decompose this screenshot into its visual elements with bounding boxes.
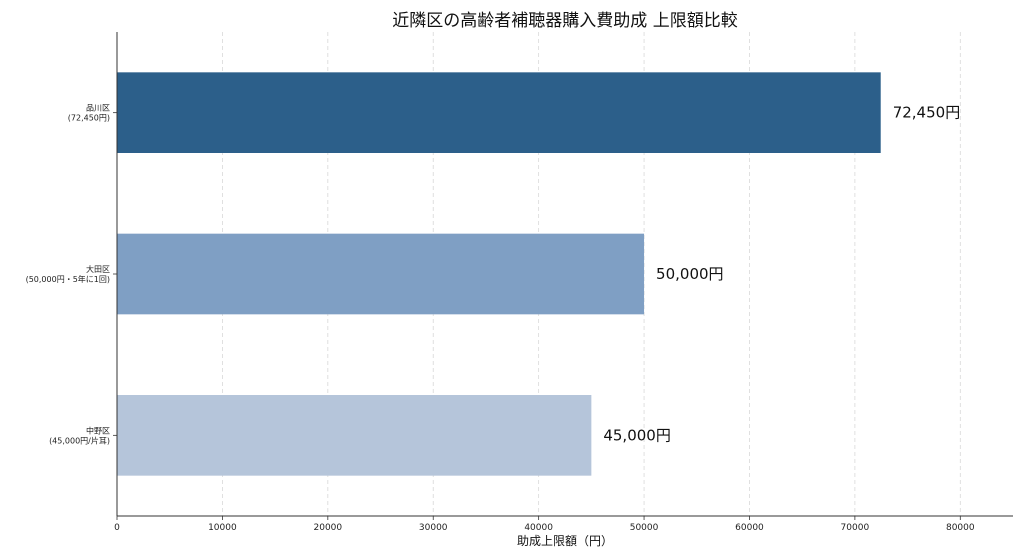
category-note: (45,000円/片耳)	[49, 435, 110, 445]
category-label: 中野区	[86, 425, 110, 435]
data-labels: 72,450円 50,000円 45,000円	[603, 104, 960, 445]
category-label: 大田区	[86, 264, 110, 274]
bar-value-label: 50,000円	[656, 265, 724, 283]
x-tick-label: 10000	[208, 523, 237, 533]
x-tick-label: 30000	[419, 523, 448, 533]
category-note: (50,000円・5年に1回)	[26, 274, 110, 284]
x-tick-label: 60000	[735, 523, 764, 533]
chart-title: 近隣区の高齢者補聴器購入費助成 上限額比較	[392, 11, 737, 31]
x-tick-label: 50000	[630, 523, 659, 533]
x-tick-label: 20000	[314, 523, 343, 533]
category-label: 品川区	[86, 104, 110, 113]
x-tick-label: 70000	[841, 523, 870, 533]
x-tick-labels: 0 10000 20000 30000 40000 50000 60000 70000 8000…	[114, 523, 975, 533]
bar-value-label: 45,000円	[603, 426, 671, 444]
x-axis-title: 助成上限額（円）	[517, 534, 613, 548]
bar	[117, 233, 645, 315]
x-tick-label: 0	[114, 523, 120, 533]
bar	[117, 395, 592, 476]
x-tick-label: 40000	[524, 523, 553, 533]
axes	[113, 32, 1013, 520]
bars	[117, 72, 881, 476]
category-labels: 品川区(72,450円) 大田区(50,000円・5年に1回) 中野区(45,000…	[26, 104, 110, 446]
bar-value-label: 72,450円	[893, 104, 961, 122]
x-tick-label: 80000	[946, 523, 975, 533]
category-note: (72,450円)	[68, 114, 110, 123]
bar	[117, 72, 881, 153]
